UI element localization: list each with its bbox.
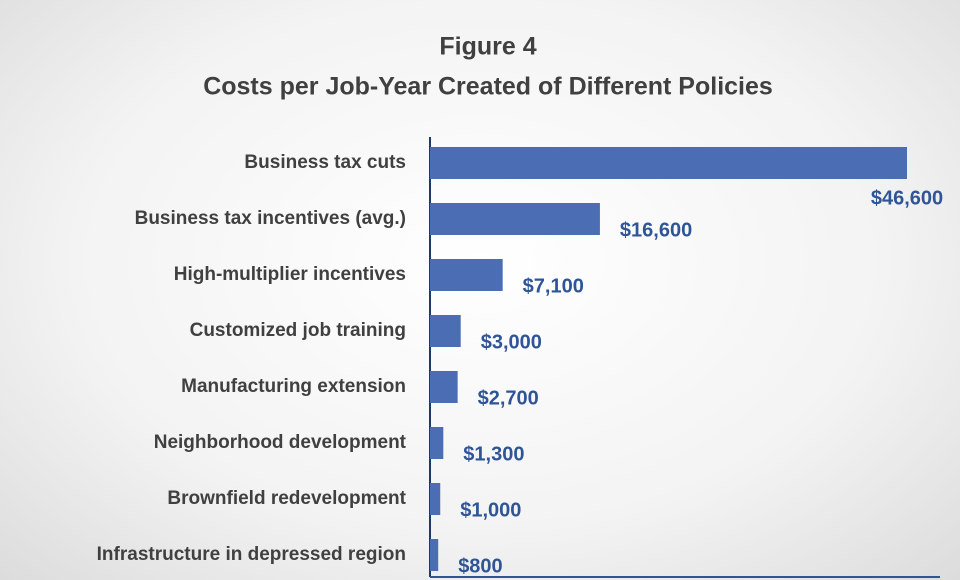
bar (430, 483, 441, 515)
category-label: High-multiplier incentives (174, 264, 406, 285)
bar (430, 427, 444, 459)
value-label: $16,600 (620, 219, 692, 241)
chart-subtitle: Costs per Job-Year Created of Different … (203, 73, 773, 101)
bar (430, 259, 503, 291)
value-label: $1,300 (463, 443, 524, 465)
value-label: $3,000 (481, 331, 542, 353)
category-label: Neighborhood development (154, 432, 407, 453)
bar (430, 203, 600, 235)
bar (430, 147, 907, 179)
chart-title: Figure 4 (439, 33, 536, 61)
bar (430, 371, 458, 403)
bar (430, 539, 439, 571)
value-label: $46,600 (871, 187, 943, 209)
category-label: Business tax incentives (avg.) (135, 208, 406, 229)
category-label: Customized job training (190, 320, 406, 341)
value-label: $7,100 (523, 275, 584, 297)
category-label: Manufacturing extension (181, 376, 406, 397)
category-label: Infrastructure in depressed region (97, 544, 406, 565)
category-label: Business tax cuts (244, 152, 406, 173)
value-label: $800 (458, 555, 503, 577)
value-label: $2,700 (478, 387, 539, 409)
bar (430, 315, 461, 347)
value-label: $1,000 (460, 499, 521, 521)
category-label: Brownfield redevelopment (167, 488, 406, 509)
